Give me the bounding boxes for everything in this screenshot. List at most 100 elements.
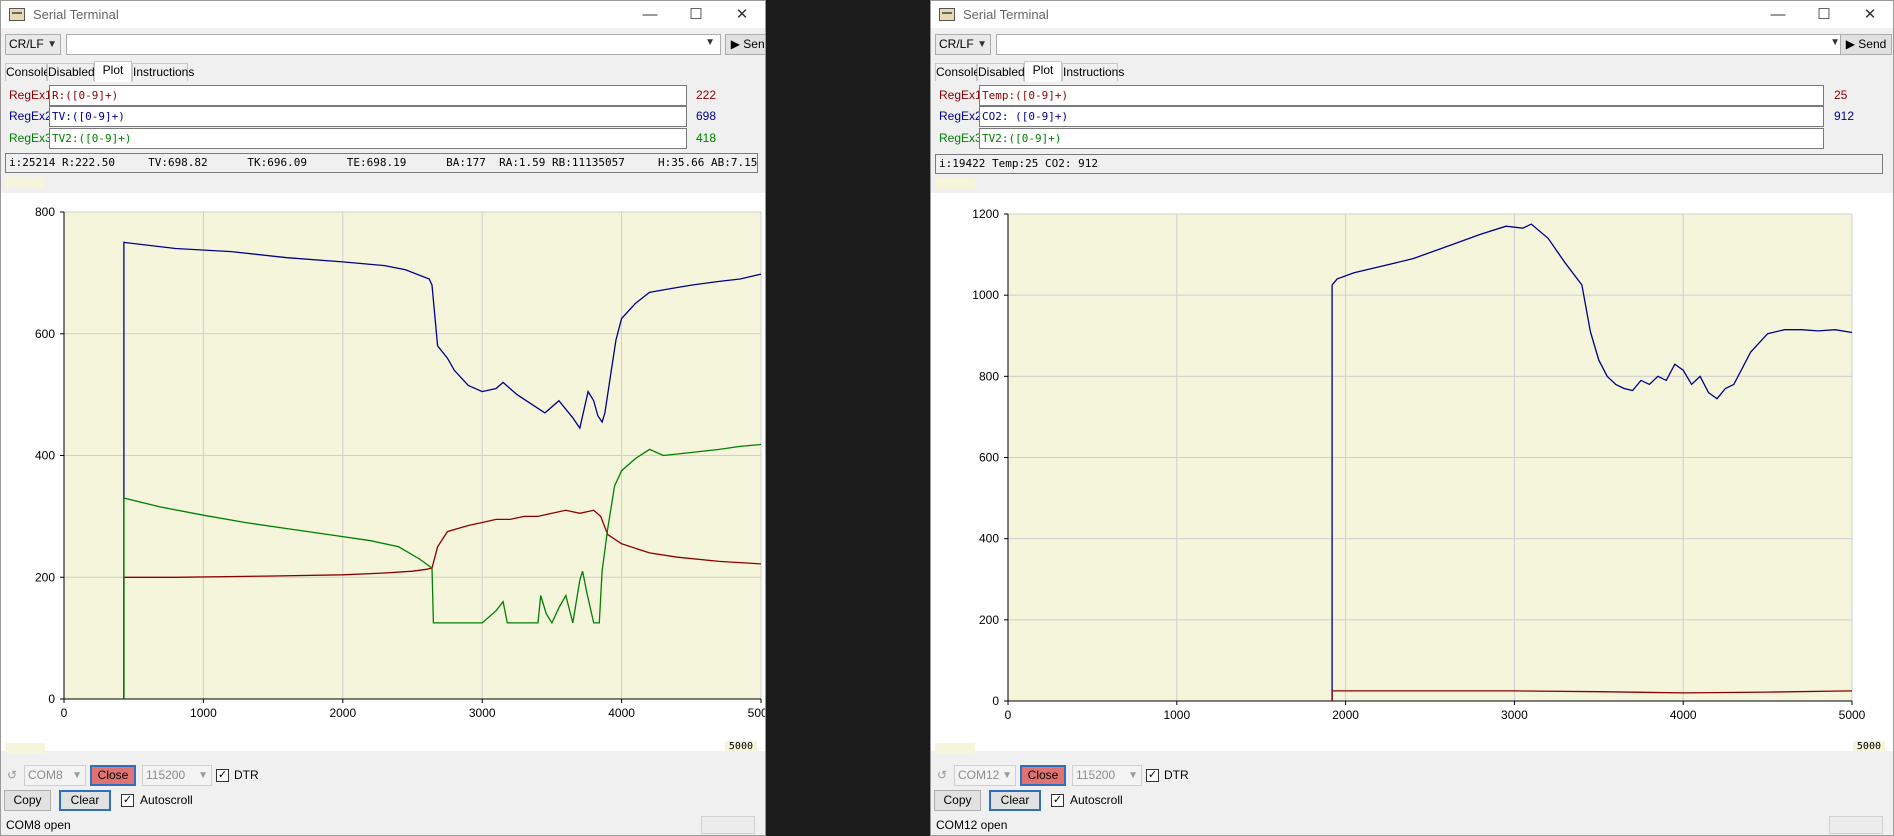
copy-button[interactable]: Copy: [934, 790, 981, 811]
close-port-button[interactable]: Close: [1020, 765, 1066, 786]
refresh-icon[interactable]: ↺: [6, 768, 18, 782]
regex-value: 418: [696, 131, 717, 145]
regex-input[interactable]: TV2:([0-9]+): [49, 128, 687, 149]
send-button[interactable]: ▶ Send: [725, 34, 765, 55]
close-window-button[interactable]: ✕: [735, 6, 749, 23]
x-tick-label: 5000: [748, 706, 766, 720]
console-controls: Copy Clear ✓ Autoscroll: [931, 789, 1893, 813]
tab-plot[interactable]: Plot: [94, 61, 132, 82]
tab-plot[interactable]: Plot: [1024, 61, 1062, 82]
chevron-down-icon: ▼: [72, 770, 82, 781]
x-tick-label: 3000: [469, 706, 496, 720]
x-tick-label: 2000: [329, 706, 356, 720]
dtr-checkbox[interactable]: ✓: [1146, 769, 1159, 782]
x-tick-label: 4000: [608, 706, 635, 720]
minimize-button[interactable]: —: [642, 6, 658, 23]
send-input[interactable]: ▼: [66, 34, 721, 55]
send-input[interactable]: ▼: [996, 34, 1846, 55]
series-line-1: [123, 241, 762, 699]
latest-data-line: i:19422 Temp:25 CO2: 912: [935, 154, 1883, 174]
regex-label: RegEx3: [9, 131, 52, 145]
regex-input[interactable]: TV:([0-9]+): [49, 106, 687, 127]
baud-value: 115200: [1076, 768, 1116, 782]
port-value: COM12: [958, 768, 1000, 782]
baud-select[interactable]: 115200 ▼: [1072, 765, 1142, 786]
port-select[interactable]: COM12 ▼: [954, 765, 1016, 786]
regex-input[interactable]: CO2: ([0-9]+): [979, 106, 1824, 127]
tab-disabled[interactable]: Disabled: [47, 63, 95, 81]
status-bar: COM8 open: [1, 813, 765, 835]
baud-select[interactable]: 115200 ▼: [142, 765, 212, 786]
plot-footer: 5000: [935, 741, 1889, 755]
app-icon: [9, 8, 25, 21]
tab-instructions[interactable]: Instructions: [1062, 63, 1125, 81]
connection-status: COM12 open: [936, 818, 1008, 832]
tab-console[interactable]: Console: [935, 63, 981, 81]
line-chart: 0 1000 2000 3000 4000 5000 0 200 400 600 800 1000 12…: [972, 207, 1865, 722]
send-button[interactable]: ▶ Send: [1840, 34, 1892, 55]
x-tick-label: 3000: [1501, 708, 1528, 722]
x-tick-label: 2000: [1332, 708, 1359, 722]
refresh-icon[interactable]: ↺: [936, 768, 948, 782]
maximize-button[interactable]: ☐: [689, 6, 703, 23]
copy-button[interactable]: Copy: [4, 790, 51, 811]
clear-button[interactable]: Clear: [59, 790, 111, 811]
send-toolbar: CR/LF ▼ ▼ ▶ Send: [935, 33, 1892, 57]
regex-input[interactable]: TV2:([0-9]+): [979, 128, 1824, 149]
tab-disabled[interactable]: Disabled: [977, 63, 1025, 81]
port-controls: ↺ COM8 ▼ Close 115200 ▼ ✓ DTR: [1, 763, 765, 788]
y-tick-label: 400: [35, 449, 55, 463]
chevron-down-icon: ▼: [1002, 770, 1012, 781]
clear-button[interactable]: Clear: [989, 790, 1041, 811]
port-value: COM8: [28, 768, 63, 782]
regex-value: 222: [696, 88, 717, 102]
minimize-button[interactable]: —: [1770, 6, 1786, 23]
port-select[interactable]: COM8 ▼: [24, 765, 86, 786]
y-tick-label: 800: [35, 205, 55, 219]
chevron-down-icon: ▼: [1830, 37, 1840, 48]
x-window-size: 5000: [724, 741, 757, 752]
y-tick-label: 0: [992, 694, 999, 708]
autoscroll-label: Autoscroll: [1070, 793, 1123, 807]
dtr-checkbox[interactable]: ✓: [216, 769, 229, 782]
regex-label: RegEx1: [9, 88, 52, 102]
plot-area[interactable]: 0 1000 2000 3000 4000 5000 0 200 400 600 800 1000 12…: [931, 193, 1893, 751]
x-tick-label: 1000: [190, 706, 217, 720]
plot-footer: 5000: [5, 741, 761, 755]
x-scroll-marker: [935, 743, 975, 754]
autoscroll-checkbox[interactable]: ✓: [121, 794, 134, 807]
line-ending-select[interactable]: CR/LF ▼: [5, 34, 61, 55]
regex-label: RegEx1: [939, 88, 982, 102]
y-tick-label: 1200: [972, 207, 999, 221]
connection-status: COM8 open: [6, 818, 71, 832]
console-controls: Copy Clear ✓ Autoscroll: [1, 789, 765, 813]
regex-label: RegEx2: [9, 109, 52, 123]
maximize-button[interactable]: ☐: [1817, 6, 1831, 23]
x-tick-label: 4000: [1670, 708, 1697, 722]
plot-area[interactable]: 0 1000 2000 3000 4000 5000 0 200 400 600 800: [1, 193, 766, 751]
close-port-button[interactable]: Close: [90, 765, 136, 786]
y-tick-label: 200: [979, 613, 999, 627]
y-tick-label: 0: [48, 692, 55, 706]
tab-instructions[interactable]: Instructions: [132, 63, 195, 81]
tab-console[interactable]: Console: [5, 63, 51, 81]
latest-data-line: i:25214 R:222.50 TV:698.82 TK:696.09 TE:…: [5, 153, 758, 173]
regex-input[interactable]: R:([0-9]+): [49, 85, 687, 106]
plot-scroll-marker: [5, 177, 45, 188]
regex-label: RegEx3: [939, 131, 982, 145]
line-ending-value: CR/LF: [939, 37, 974, 51]
serial-terminal-window-com12: Serial Terminal — ☐ ✕ CR/LF ▼ ▼ ▶ Send C…: [930, 0, 1894, 836]
regex-value: 25: [1834, 88, 1848, 102]
close-window-button[interactable]: ✕: [1863, 6, 1877, 23]
line-ending-select[interactable]: CR/LF ▼: [935, 34, 991, 55]
progress-indicator: [1829, 816, 1883, 834]
chevron-down-icon: ▼: [47, 39, 57, 50]
regex-input[interactable]: Temp:([0-9]+): [979, 85, 1824, 106]
title-bar[interactable]: Serial Terminal — ☐ ✕: [931, 1, 1893, 28]
title-bar[interactable]: Serial Terminal — ☐ ✕: [1, 1, 765, 28]
regex-value: 912: [1834, 109, 1855, 123]
chevron-down-icon: ▼: [1128, 770, 1138, 781]
y-tick-label: 200: [35, 570, 55, 584]
y-tick-label: 400: [979, 532, 999, 546]
autoscroll-checkbox[interactable]: ✓: [1051, 794, 1064, 807]
